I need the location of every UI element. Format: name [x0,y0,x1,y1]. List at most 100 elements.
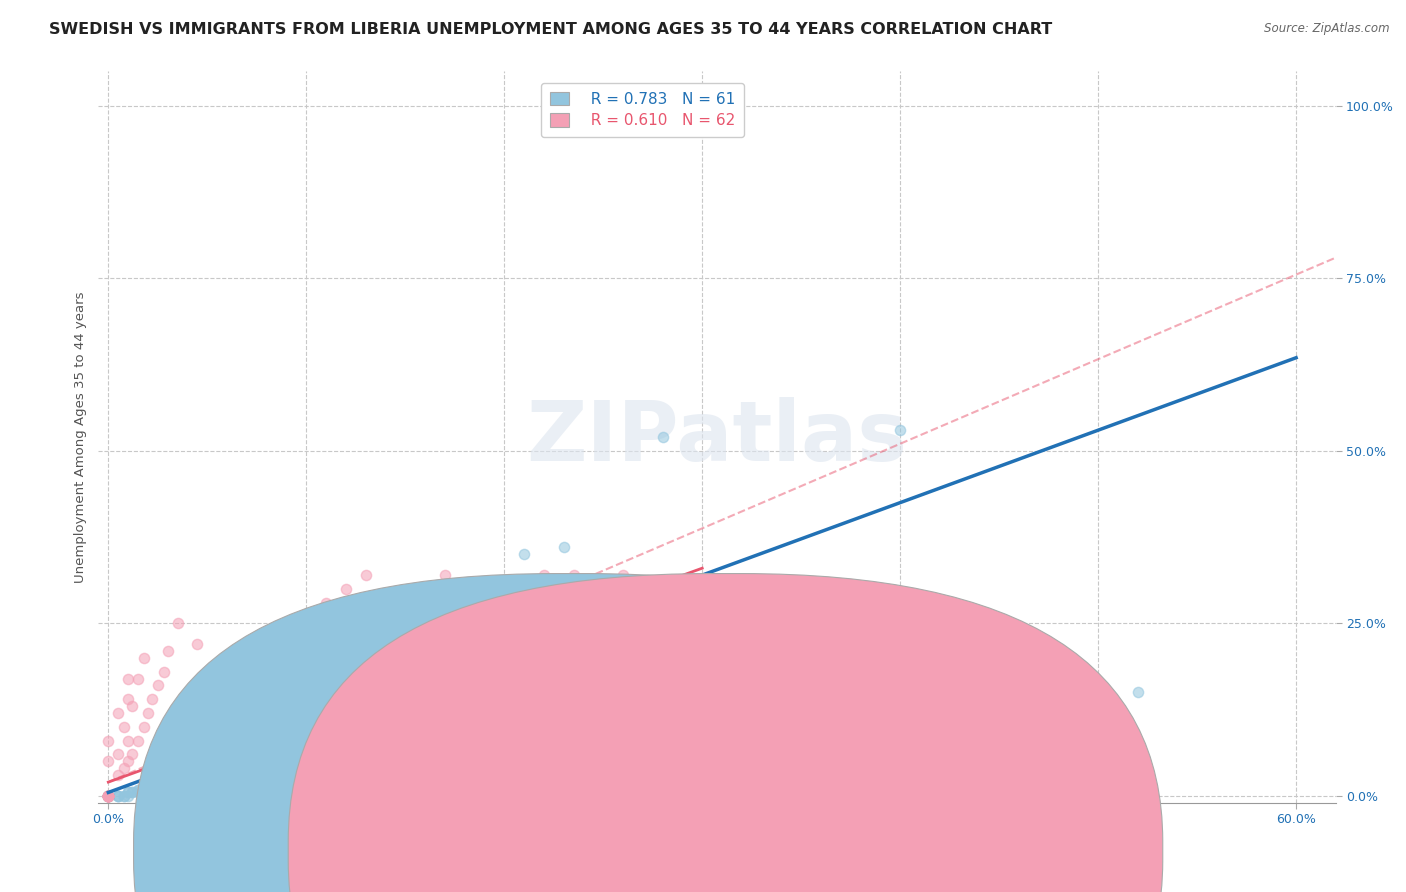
Point [413,582,436,596]
Point [295,609,318,624]
Point [152,665,174,679]
Point [97,733,120,747]
Point [413,681,436,696]
Point [156,775,179,789]
Point [97,789,120,803]
Point [121,785,143,799]
Point [107,789,129,803]
Point [132,782,155,797]
Point [354,706,377,720]
Point [553,541,575,555]
Point [121,785,143,799]
Point [612,568,634,582]
Point [97,789,120,803]
Point [97,789,120,803]
Point [97,755,120,769]
Point [141,780,163,795]
Point [176,772,198,786]
Point [127,672,149,686]
Point [146,678,169,692]
Point [121,699,143,714]
Text: ZIPatlas: ZIPatlas [527,397,907,477]
Point [136,706,159,720]
Point [176,720,198,734]
Point [136,782,159,797]
Point [121,747,143,762]
Point [127,783,149,797]
Point [166,616,188,631]
Point [107,706,129,720]
Point [295,727,318,741]
Point [553,582,575,596]
Point [166,772,188,786]
Point [651,596,673,610]
Point [107,768,129,782]
Point [889,423,911,437]
Point [117,755,139,769]
Point [97,789,120,803]
Point [226,755,249,769]
Point [97,789,120,803]
Point [195,692,218,706]
Point [132,782,155,797]
Point [256,744,278,758]
Point [112,720,135,734]
Point [384,624,406,638]
Point [112,789,135,803]
Point [195,764,218,779]
Point [1126,685,1149,699]
Point [97,789,120,803]
Point [97,789,120,803]
Point [374,699,396,714]
Point [152,776,174,790]
Point [112,789,135,803]
Point [494,582,516,596]
Point [256,644,278,658]
Point [127,783,149,797]
Point [97,789,120,803]
Point [127,785,149,799]
Text: Source: ZipAtlas.com: Source: ZipAtlas.com [1264,22,1389,36]
Point [236,751,259,765]
Text: SWEDISH VS IMMIGRANTS FROM LIBERIA UNEMPLOYMENT AMONG AGES 35 TO 44 YEARS CORREL: SWEDISH VS IMMIGRANTS FROM LIBERIA UNEMP… [49,22,1053,37]
Point [217,757,239,772]
Point [97,789,120,803]
Point [117,692,139,706]
Point [97,789,120,803]
Point [354,568,377,582]
Point [195,761,218,775]
Point [97,789,120,803]
Point [97,789,120,803]
Point [117,789,139,803]
Point [97,789,120,803]
Point [127,733,149,747]
Point [433,568,456,582]
Point [474,644,496,658]
Point [186,768,208,782]
Point [246,747,269,762]
Point [97,789,120,803]
Point [117,785,139,799]
Point [107,747,129,762]
Point [97,789,120,803]
Point [117,672,139,686]
Point [97,789,120,803]
Text: Immigrants from Liberia: Immigrants from Liberia [745,844,912,858]
Text: Swedes: Swedes [591,844,644,858]
Point [156,644,179,658]
Point [141,692,163,706]
Point [156,775,179,789]
Point [305,720,328,734]
Point [582,574,605,589]
Point [186,637,208,651]
Point [394,692,416,706]
Point [132,651,155,665]
Point [97,789,120,803]
Point [572,582,595,596]
Point [236,665,259,679]
Y-axis label: Unemployment Among Ages 35 to 44 years: Unemployment Among Ages 35 to 44 years [75,292,87,582]
Point [315,720,337,734]
Point [592,582,614,596]
Point [276,630,298,644]
Point [117,733,139,747]
